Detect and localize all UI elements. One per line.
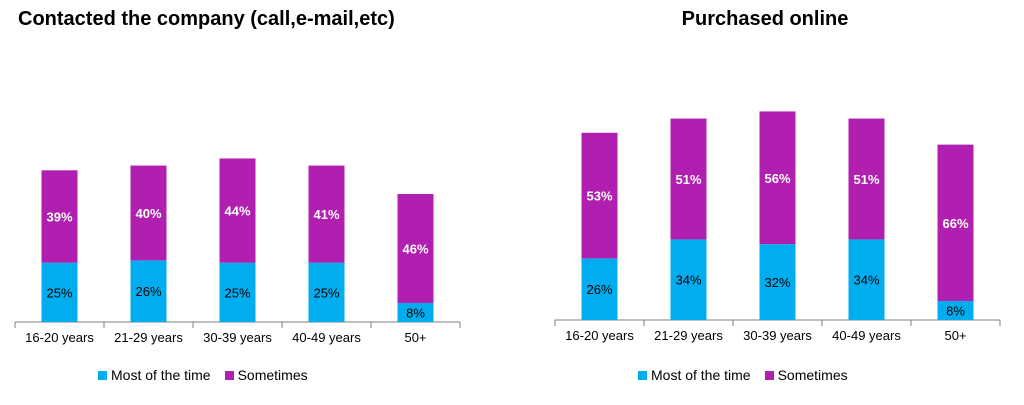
legend-swatch-most — [98, 370, 107, 380]
data-label-sometimes: 41% — [313, 207, 339, 222]
bar-sometimes — [937, 144, 974, 302]
bar-sometimes — [41, 170, 78, 263]
data-label-most: 34% — [675, 273, 701, 288]
chart-legend: Most of the time Sometimes — [638, 367, 862, 383]
x-tick-label: 30-39 years — [743, 328, 812, 343]
chart-panel-purchased: Purchased online 26% 53% 16-20 years 34% 51%… — [530, 0, 1024, 405]
data-label-sometimes: 39% — [46, 210, 72, 225]
data-label-most: 25% — [224, 285, 250, 300]
legend-item-sometimes: Sometimes — [224, 367, 308, 383]
data-label-sometimes: 46% — [402, 242, 428, 257]
bar-sometimes — [759, 111, 796, 245]
legend-swatch-most — [638, 370, 647, 380]
bar-most-of-the-time — [219, 262, 256, 322]
data-label-most: 25% — [313, 285, 339, 300]
data-label-most: 32% — [764, 275, 790, 290]
x-tick-label: 40-49 years — [292, 330, 361, 345]
data-label-sometimes: 44% — [224, 204, 250, 219]
data-label-most: 25% — [46, 285, 72, 300]
bar-most-of-the-time — [670, 239, 707, 320]
bar-sometimes — [397, 194, 434, 304]
bar-most-of-the-time — [848, 239, 885, 320]
data-label-sometimes: 51% — [675, 172, 701, 187]
data-label-sometimes: 66% — [942, 216, 968, 231]
bar-most-of-the-time — [397, 303, 434, 322]
x-tick-label: 16-20 years — [565, 328, 634, 343]
legend-label-sometimes: Sometimes — [777, 367, 848, 383]
data-label-sometimes: 56% — [764, 171, 790, 186]
bar-most-of-the-time — [581, 258, 618, 320]
bar-sometimes — [581, 132, 618, 259]
chart-plot: 25% 39% 16-20 years 26% 40% 21-29 years 25% 44%… — [14, 158, 461, 345]
data-label-most: 8% — [406, 306, 425, 321]
data-label-most: 34% — [853, 273, 879, 288]
x-tick-label: 30-39 years — [203, 330, 272, 345]
x-tick-label: 16-20 years — [25, 330, 94, 345]
bar-most-of-the-time — [759, 244, 796, 320]
chart-plot: 26% 53% 16-20 years 34% 51% 21-29 years 32% 56%… — [554, 111, 1001, 343]
bar-sometimes — [308, 165, 345, 263]
x-tick-label: 50+ — [944, 328, 966, 343]
legend-item-most: Most of the time — [638, 367, 751, 383]
chart-panel-contacted: Contacted the company (call,e-mail,etc) … — [0, 0, 470, 405]
legend-swatch-sometimes — [764, 370, 774, 380]
legend-item-sometimes: Sometimes — [764, 367, 848, 383]
data-label-sometimes: 53% — [586, 189, 612, 204]
chart-legend: Most of the time Sometimes — [98, 367, 322, 383]
legend-item-most: Most of the time — [98, 367, 211, 383]
data-label-most: 26% — [586, 282, 612, 297]
data-label-most: 8% — [946, 304, 965, 319]
bar-most-of-the-time — [41, 262, 78, 322]
bar-most-of-the-time — [937, 301, 974, 320]
data-label-most: 26% — [135, 284, 161, 299]
legend-label-most: Most of the time — [111, 367, 211, 383]
x-tick-label: 50+ — [404, 330, 426, 345]
bar-sometimes — [670, 118, 707, 240]
data-label-sometimes: 51% — [853, 172, 879, 187]
legend-swatch-sometimes — [224, 370, 234, 380]
bar-sometimes — [219, 158, 256, 263]
data-label-sometimes: 40% — [135, 206, 161, 221]
legend-label-most: Most of the time — [651, 367, 751, 383]
legend-label-sometimes: Sometimes — [237, 367, 308, 383]
bar-most-of-the-time — [130, 260, 167, 322]
bar-sometimes — [130, 165, 167, 261]
x-tick-label: 40-49 years — [832, 328, 901, 343]
bar-most-of-the-time — [308, 262, 345, 322]
chart-title: Contacted the company (call,e-mail,etc) — [18, 8, 395, 30]
x-tick-label: 21-29 years — [114, 330, 183, 345]
x-tick-label: 21-29 years — [654, 328, 723, 343]
chart-title: Purchased online — [681, 8, 849, 30]
bar-sometimes — [848, 118, 885, 240]
